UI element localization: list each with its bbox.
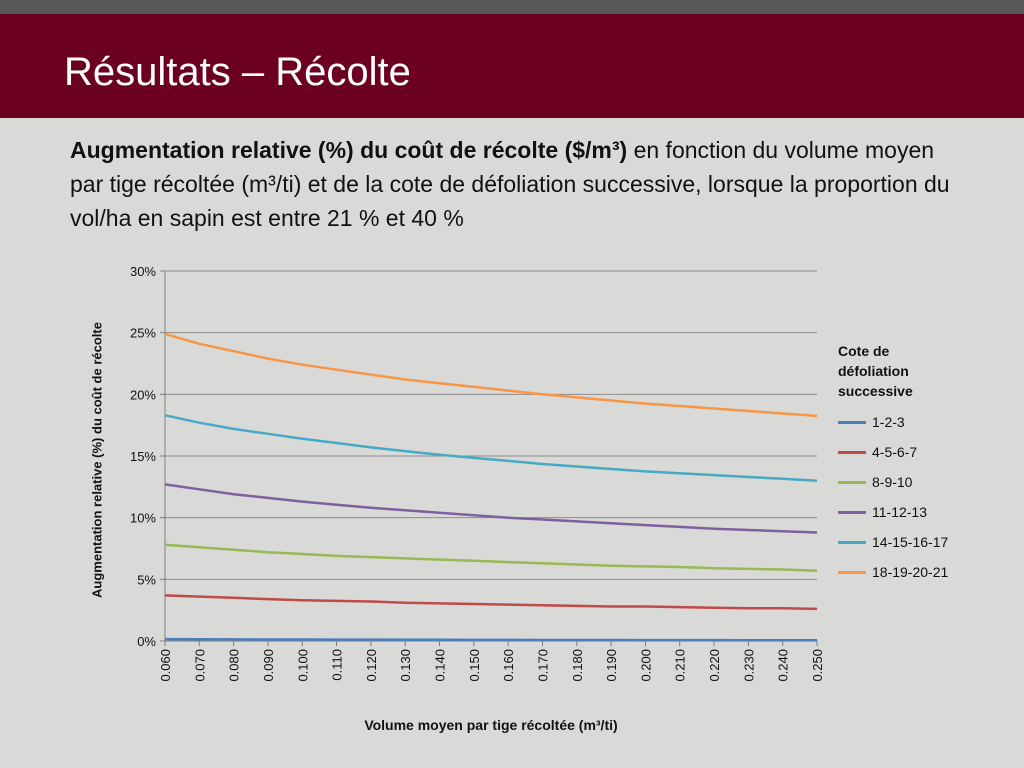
legend-swatch (838, 510, 866, 514)
y-tick-label: 30% (130, 264, 156, 279)
y-axis-tick-labels: 0% 5% 10% 15% 20% 25% 30% (130, 264, 156, 649)
series-line-14-15-16-17 (164, 414, 818, 482)
x-tick-label: 0.110 (330, 649, 345, 681)
x-tick-label: 0.190 (604, 649, 619, 682)
y-tick-label: 5% (137, 572, 156, 587)
x-tick-label: 0.080 (227, 649, 242, 682)
x-tick-label: 0.120 (364, 649, 379, 682)
x-axis-label: Volume moyen par tige récoltée (m³/ti) (364, 717, 618, 733)
subtitle-bold: Augmentation relative (%) du coût de réc… (70, 137, 628, 163)
legend-title: Cote de défoliation successive (838, 343, 913, 399)
y-tick-label: 20% (130, 387, 156, 402)
x-tick-label: 0.160 (501, 649, 516, 682)
chart-series (164, 332, 818, 642)
x-axis (164, 271, 818, 646)
x-tick-label: 0.210 (673, 649, 688, 682)
series-line-4-5-6-7 (164, 594, 818, 611)
subtitle-rest: en fonction du volume moyen par tige réc… (70, 137, 950, 231)
legend-item: 11-12-13 (838, 502, 927, 522)
series-line-11-12-13 (164, 483, 818, 534)
legend-item: 14-15-16-17 (838, 532, 948, 552)
y-tick-label: 0% (137, 634, 156, 649)
legend-label: 18-19-20-21 (872, 564, 949, 580)
x-tick-label: 0.100 (295, 649, 310, 682)
legend-label: 14-15-16-17 (872, 534, 949, 550)
legend-item: 4-5-6-7 (838, 442, 917, 462)
x-tick-label: 0.090 (261, 649, 276, 682)
legend-item: 1-2-3 (838, 412, 905, 432)
legend-item: 8-9-10 (838, 472, 912, 492)
x-tick-label: 0.230 (741, 649, 756, 682)
legend-swatch (838, 540, 866, 544)
y-tick-label: 15% (130, 449, 156, 464)
slide-subtitle: Augmentation relative (%) du coût de réc… (70, 133, 970, 235)
y-tick-label: 10% (130, 511, 156, 526)
x-tick-label: 0.240 (776, 649, 791, 682)
x-tick-label: 0.150 (467, 649, 482, 682)
title-bar (0, 14, 1024, 118)
legend-swatch (838, 450, 866, 454)
legend-item: 18-19-20-21 (838, 562, 948, 582)
y-tick-label: 25% (130, 326, 156, 341)
x-tick-label: 0.060 (158, 649, 173, 682)
series-line-8-9-10 (164, 543, 818, 572)
x-tick-label: 0.130 (398, 649, 413, 682)
legend-swatch (838, 480, 866, 484)
x-tick-label: 0.220 (707, 649, 722, 682)
slide-title: Résultats – Récolte (64, 50, 411, 94)
x-tick-label: 0.180 (570, 649, 585, 682)
legend-swatch (838, 570, 866, 574)
series-line-18-19-20-21 (164, 332, 818, 418)
series-line-1-2-3 (164, 637, 817, 642)
legend-label: 8-9-10 (872, 474, 913, 490)
chart-gridlines (160, 270, 817, 642)
y-axis-label: Augmentation relative (%) du coût de réc… (89, 322, 105, 598)
legend-label: 1-2-3 (872, 414, 905, 430)
x-axis-tick-labels: 0.060 0.070 0.080 0.090 0.100 0.110 0.120 0.130… (158, 649, 825, 682)
legend-label: 11-12-13 (872, 504, 928, 520)
legend-label: 4-5-6-7 (872, 444, 918, 460)
x-tick-label: 0.140 (433, 649, 448, 682)
x-tick-label: 0.200 (638, 649, 653, 682)
x-tick-label: 0.070 (192, 649, 207, 682)
legend-swatch (838, 420, 866, 424)
x-tick-label: 0.250 (810, 649, 825, 682)
top-strip (0, 0, 1024, 14)
x-tick-label: 0.170 (535, 649, 550, 682)
